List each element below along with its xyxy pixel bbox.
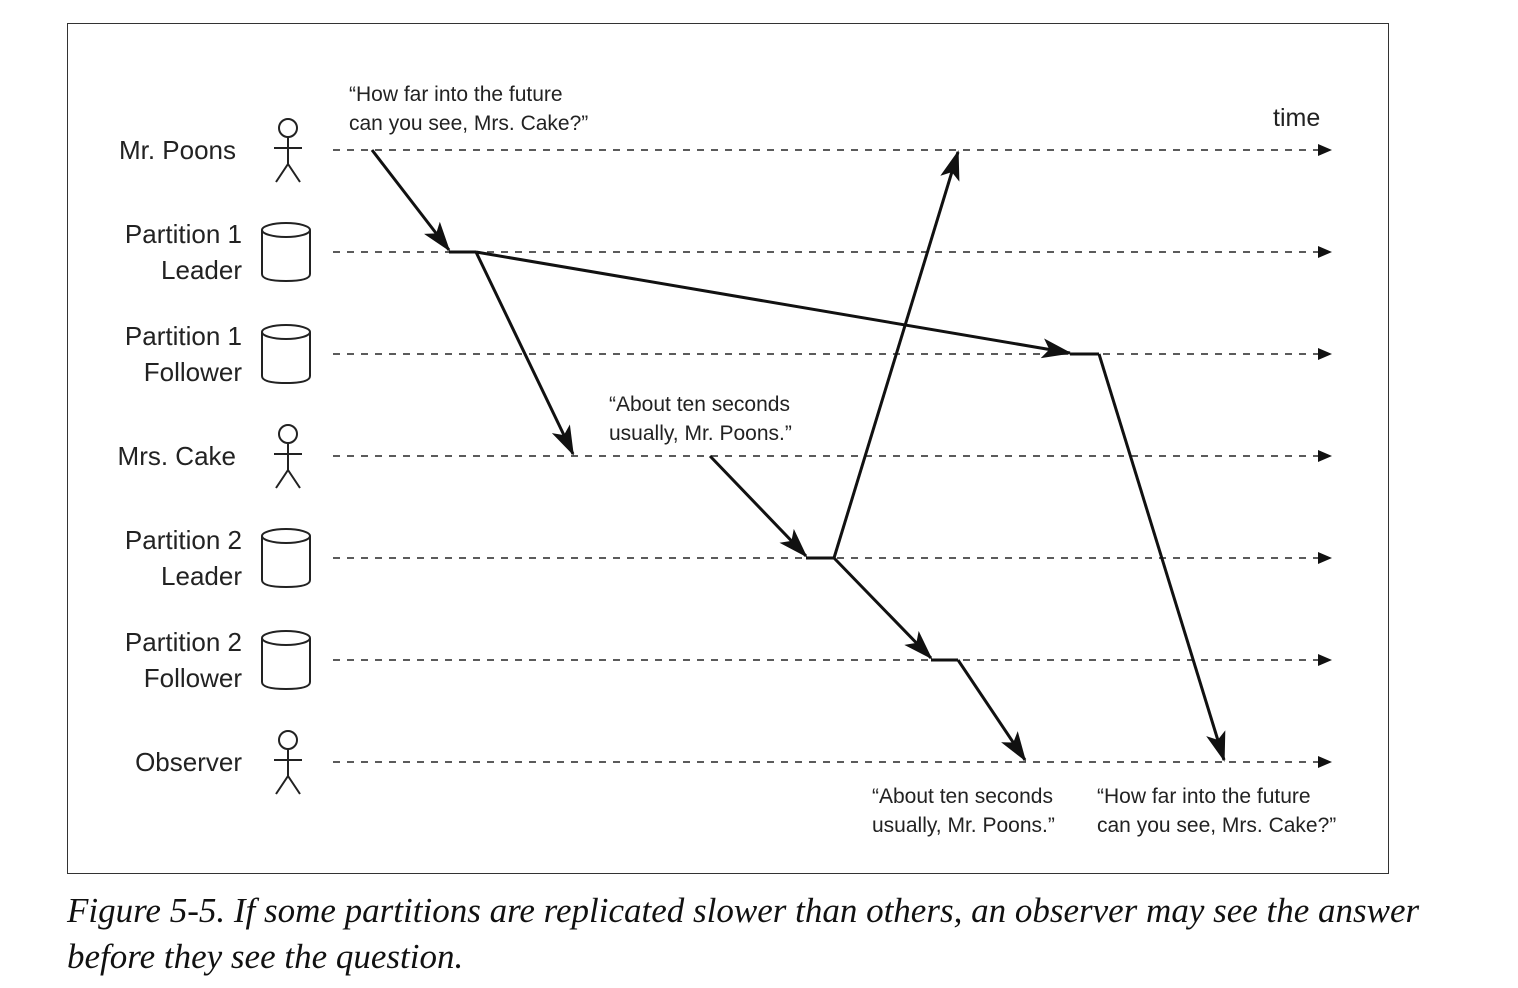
- timeline-arrowheads: [1318, 144, 1332, 768]
- lane-label-observer: Observer: [135, 747, 242, 777]
- lane-label-p1-leader: Partition 1 Leader: [124, 219, 242, 285]
- msg-question-to-p1-leader: [370, 149, 451, 252]
- person-icon: [274, 730, 302, 795]
- msg-p1-leader-to-mrs-cake: [474, 251, 575, 456]
- msg-p1-leader-to-follower: [475, 250, 1072, 359]
- timeline-arrowhead: [1318, 552, 1332, 564]
- msg-answer-to-p2-leader: [708, 454, 808, 558]
- timeline-arrowhead: [1318, 246, 1332, 258]
- quote-question-top: “How far into the future can you see, Mr…: [349, 83, 589, 135]
- msg-p2-leader-to-mr-poons: [832, 150, 960, 559]
- lane-label-mr-poons: Mr. Poons: [118, 135, 236, 165]
- timeline-arrowhead: [1318, 654, 1332, 666]
- lane-label-p2-leader: Partition 2 Leader: [124, 525, 242, 591]
- msg-p1-follower-to-observer: [1097, 353, 1226, 762]
- msg-p2-follower-to-observer: [956, 659, 1027, 762]
- time-axis-label: time: [1273, 104, 1321, 132]
- person-icon: [274, 424, 302, 489]
- database-icon: [261, 528, 311, 589]
- person-icon: [274, 118, 302, 183]
- quote-question-bottom: “How far into the future can you see, Mr…: [1097, 785, 1337, 837]
- lane-label-mrs-cake: Mrs. Cake: [117, 441, 236, 471]
- lane-label-p2-follower: Partition 2 Follower: [124, 627, 242, 693]
- msg-p2-leader-to-follower: [832, 556, 933, 660]
- database-icon: [261, 222, 311, 283]
- timeline-arrowhead: [1318, 348, 1332, 360]
- database-icon: [261, 324, 311, 385]
- database-icon: [261, 630, 311, 691]
- timeline-arrowhead: [1318, 144, 1332, 156]
- quote-answer-mid: “About ten seconds usually, Mr. Poons.”: [609, 393, 792, 445]
- figure-caption: Figure 5-5. If some partitions are repli…: [67, 891, 1420, 976]
- lane-label-p1-follower: Partition 1 Follower: [124, 321, 242, 387]
- timeline-arrowhead: [1318, 450, 1332, 462]
- messages: [370, 149, 1226, 762]
- quote-answer-bottom: “About ten seconds usually, Mr. Poons.”: [872, 785, 1055, 837]
- timeline-arrowhead: [1318, 756, 1332, 768]
- timelines: [333, 149, 1322, 763]
